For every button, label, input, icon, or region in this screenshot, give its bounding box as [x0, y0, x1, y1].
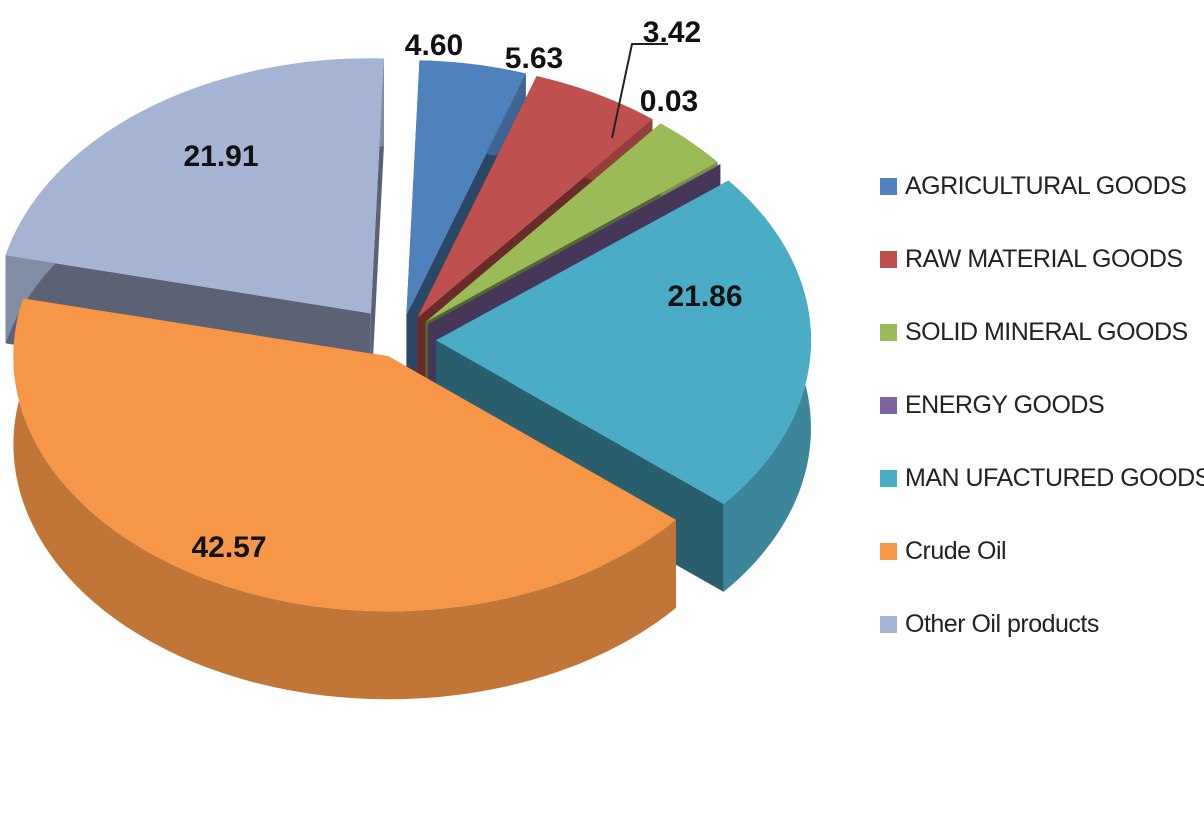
legend-swatch [880, 615, 897, 633]
legend-item: Other Oil products [880, 604, 1200, 644]
data-label-5: 42.57 [191, 531, 266, 564]
legend-item: SOLID MINERAL GOODS [880, 312, 1200, 352]
pie-slice-top [417, 76, 653, 318]
legend-swatch [880, 469, 897, 487]
legend-label: SOLID MINERAL GOODS [905, 317, 1188, 346]
legend-swatch [880, 323, 897, 341]
pie-slice-top [5, 58, 384, 314]
pie-slice-top [435, 180, 811, 504]
pie-slice-side [13, 298, 676, 700]
legend-swatch [880, 396, 897, 414]
legend-label: Crude Oil [905, 536, 1007, 565]
legend-label: Other Oil products [905, 609, 1099, 638]
data-label-1: 5.63 [505, 42, 563, 75]
data-label-2: 3.42 [643, 16, 701, 49]
pie-slice-top [428, 164, 721, 325]
chart-legend: AGRICULTURAL GOODS RAW MATERIAL GOODS SOLI… [880, 166, 1204, 677]
legend-label: RAW MATERIAL GOODS [905, 244, 1183, 273]
pie-data-labels: 4.60 5.63 3.42 0.03 21.86 42.57 21.91 [183, 16, 742, 564]
pie-slice-top [13, 298, 676, 612]
pie-slices [5, 58, 811, 700]
data-label-3: 0.03 [640, 85, 698, 118]
legend-label: MAN UFACTURED GOODS [905, 463, 1204, 492]
pie-slice-5 [13, 298, 676, 700]
legend-label: ENERGY GOODS [905, 390, 1105, 419]
legend-item: RAW MATERIAL GOODS [880, 239, 1200, 279]
legend-swatch [880, 177, 897, 195]
legend-item: MAN UFACTURED GOODS [880, 458, 1204, 498]
pie-slice-top [406, 60, 526, 316]
legend-item: ENERGY GOODS [880, 385, 1200, 425]
data-label-0: 4.60 [405, 29, 463, 62]
legend-swatch [880, 542, 897, 560]
legend-label: AGRICULTURAL GOODS [905, 171, 1187, 200]
data-label-4: 21.86 [667, 280, 742, 313]
leader-line [611, 43, 668, 139]
legend-item: Crude Oil [880, 531, 1200, 571]
legend-swatch [880, 250, 897, 268]
pie-slice-top [425, 123, 718, 323]
legend-item: AGRICULTURAL GOODS [880, 166, 1200, 206]
data-label-6: 21.91 [183, 140, 258, 173]
